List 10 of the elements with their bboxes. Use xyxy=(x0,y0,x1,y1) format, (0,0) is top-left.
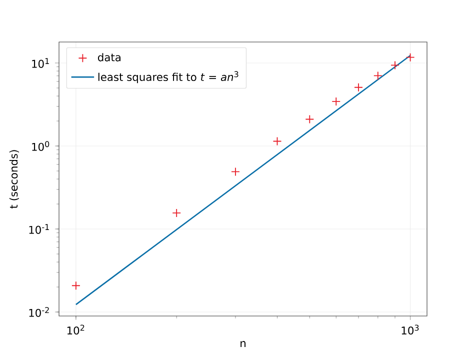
y-tick-label: 10$^{-1}$ xyxy=(29,224,49,234)
legend-label: data xyxy=(98,53,120,62)
x-tick-label: 10$^{2}$ xyxy=(67,324,84,335)
y-tick-label: 10$^{0}$ xyxy=(32,141,50,151)
x-axis-title: n xyxy=(240,341,246,348)
y-tick-label: 10$^{-2}$ xyxy=(29,307,49,317)
x-tick-label: 10$^{3}$ xyxy=(402,324,419,335)
y-tick-label: 10$^{1}$ xyxy=(32,58,49,68)
legend-label: least squares fit to t = an$^{3}$ xyxy=(98,71,238,84)
y-axis-title: t (seconds) xyxy=(9,150,19,208)
